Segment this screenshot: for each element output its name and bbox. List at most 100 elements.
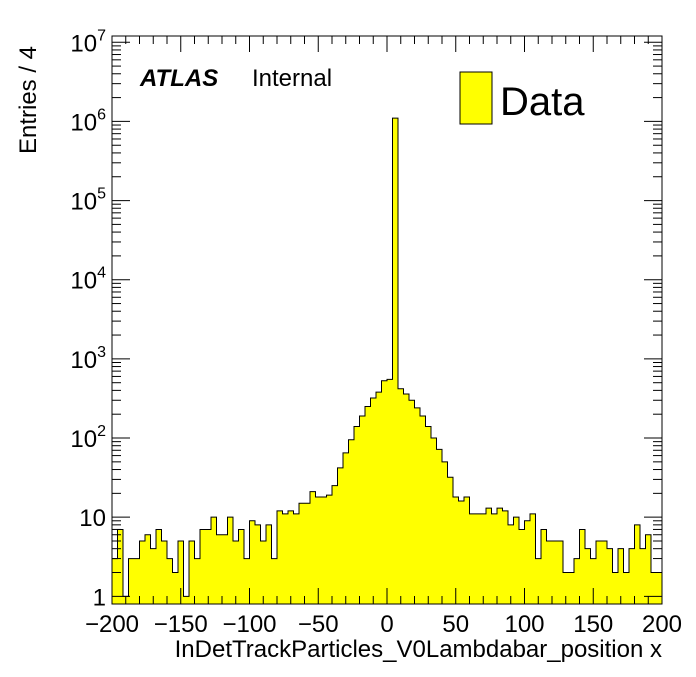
y-axis-label: Entries / 4: [15, 46, 42, 154]
histogram-bar: [568, 572, 574, 604]
x-tick-label: −150: [154, 611, 208, 638]
histogram-bar: [156, 529, 162, 604]
histogram-bar: [244, 558, 250, 604]
histogram-bar: [299, 503, 305, 604]
histogram-bar: [365, 406, 371, 604]
histogram-bar: [552, 541, 558, 604]
histogram-bar: [420, 415, 426, 604]
histogram-bar: [431, 438, 437, 604]
x-tick-label: 0: [380, 611, 393, 638]
histogram-bar: [502, 510, 508, 604]
histogram-bar: [266, 524, 272, 604]
histogram-bar: [189, 541, 195, 604]
histogram-bar: [524, 520, 530, 604]
histogram-bar: [447, 477, 453, 604]
histogram-bar: [310, 491, 316, 604]
axes: [111, 35, 663, 605]
histogram-bar: [315, 496, 321, 604]
histogram-bar: [425, 426, 431, 604]
histogram-bar: [112, 558, 118, 604]
histogram-bar: [260, 541, 266, 604]
x-axis-label: InDetTrackParticles_V0Lambdabar_position…: [175, 636, 662, 663]
y-tick-label: 106: [70, 106, 106, 136]
histogram-bar: [601, 541, 607, 604]
histogram-bar: [519, 529, 525, 604]
histogram-bar: [409, 400, 415, 604]
histogram-bar: [167, 558, 173, 604]
histogram-bar: [249, 520, 255, 604]
histogram-bar: [645, 534, 651, 604]
histogram-bar: [557, 541, 563, 604]
histogram-bar: [150, 548, 156, 604]
histogram-bar: [579, 529, 585, 604]
histogram-bar: [255, 524, 261, 604]
histogram-bar: [277, 510, 283, 604]
histogram-bar: [414, 407, 420, 604]
histogram-bar: [343, 452, 349, 604]
histogram-bar: [640, 548, 646, 604]
histogram-bar: [453, 496, 459, 604]
histogram-bar: [546, 541, 552, 604]
histogram-bar: [183, 596, 189, 604]
histogram-bar: [387, 379, 393, 604]
histogram-bar: [563, 572, 569, 604]
y-tick-label: 104: [70, 265, 106, 295]
atlas-label: ATLAS: [139, 65, 218, 92]
histogram-bar: [381, 380, 387, 604]
histogram-bar: [222, 534, 228, 604]
y-tick-label: 103: [70, 344, 106, 374]
histogram-bar: [348, 439, 354, 604]
histogram-bar: [172, 572, 178, 604]
histogram-bar: [271, 558, 277, 604]
histogram-bar: [211, 517, 217, 604]
histogram-bar: [607, 548, 613, 604]
y-tick-label: 10: [79, 505, 106, 532]
x-tick-label: 200: [642, 611, 682, 638]
histogram-bar: [469, 513, 475, 604]
histogram-bar: [370, 398, 376, 604]
histogram-bar: [618, 548, 624, 604]
histogram-bar: [656, 572, 662, 604]
histogram-bar: [238, 529, 244, 604]
histogram-bar: [227, 517, 233, 604]
histogram-bar: [337, 467, 343, 604]
x-tick-label: 100: [504, 611, 544, 638]
histogram-bar: [200, 529, 206, 604]
histogram-bar: [403, 393, 409, 604]
histogram-bar: [475, 513, 481, 604]
histogram-bar: [288, 510, 294, 604]
histogram-bar: [392, 118, 398, 604]
histogram-bar: [535, 558, 541, 604]
histogram-bar: [145, 534, 151, 604]
histogram-bar: [117, 529, 123, 604]
histogram-bar: [128, 558, 134, 604]
histogram-bar: [205, 529, 211, 604]
y-tick-label: 107: [70, 27, 106, 57]
histogram-bar: [359, 415, 365, 604]
histogram-bar: [623, 572, 629, 604]
histogram-bars: [112, 117, 662, 604]
histogram-bar: [354, 426, 360, 604]
tick-labels: −200 −150 −100 −50 0 50 100 150 200 1 10 102 103 104 1…: [70, 27, 682, 638]
histogram-bar: [194, 558, 200, 604]
histogram-bar: [596, 541, 602, 604]
histogram-bar: [513, 517, 519, 604]
histogram-bar: [590, 558, 596, 604]
histogram-bar: [530, 513, 536, 604]
histogram-bar: [321, 496, 327, 604]
histogram-bar: [178, 541, 184, 604]
legend: Data: [459, 71, 585, 125]
histogram-bar: [332, 485, 338, 604]
x-tick-label: −200: [85, 611, 139, 638]
histogram-bar: [458, 501, 464, 604]
histogram-bar: [651, 572, 657, 604]
histogram-bar: [161, 541, 167, 604]
histogram-bar: [304, 503, 310, 604]
histogram-bar: [282, 513, 288, 604]
histogram-bar: [134, 558, 140, 604]
histogram-bar: [216, 534, 222, 604]
histogram-outline: [112, 117, 662, 597]
histogram-bar: [139, 541, 145, 604]
